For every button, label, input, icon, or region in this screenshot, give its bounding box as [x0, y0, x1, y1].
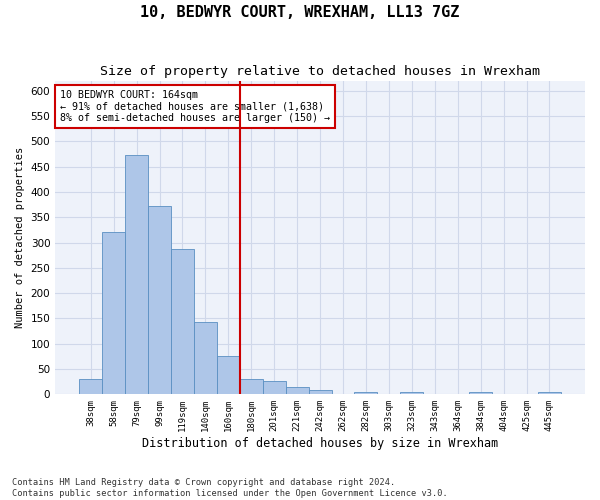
Bar [79, 379, 102, 394]
Bar [125, 155, 148, 394]
Bar [148, 206, 171, 394]
Bar [308, 390, 332, 394]
Bar [286, 386, 308, 394]
Bar [400, 392, 423, 394]
Bar [355, 392, 377, 394]
Bar [538, 392, 561, 394]
Bar [263, 380, 286, 394]
X-axis label: Distribution of detached houses by size in Wrexham: Distribution of detached houses by size … [142, 437, 498, 450]
Bar [171, 248, 194, 394]
Bar [469, 392, 492, 394]
Bar [240, 379, 263, 394]
Text: Contains HM Land Registry data © Crown copyright and database right 2024.
Contai: Contains HM Land Registry data © Crown c… [12, 478, 448, 498]
Bar [102, 232, 125, 394]
Text: 10, BEDWYR COURT, WREXHAM, LL13 7GZ: 10, BEDWYR COURT, WREXHAM, LL13 7GZ [140, 5, 460, 20]
Y-axis label: Number of detached properties: Number of detached properties [15, 147, 25, 328]
Title: Size of property relative to detached houses in Wrexham: Size of property relative to detached ho… [100, 65, 540, 78]
Bar [217, 356, 240, 395]
Text: 10 BEDWYR COURT: 164sqm
← 91% of detached houses are smaller (1,638)
8% of semi-: 10 BEDWYR COURT: 164sqm ← 91% of detache… [61, 90, 331, 123]
Bar [194, 322, 217, 394]
